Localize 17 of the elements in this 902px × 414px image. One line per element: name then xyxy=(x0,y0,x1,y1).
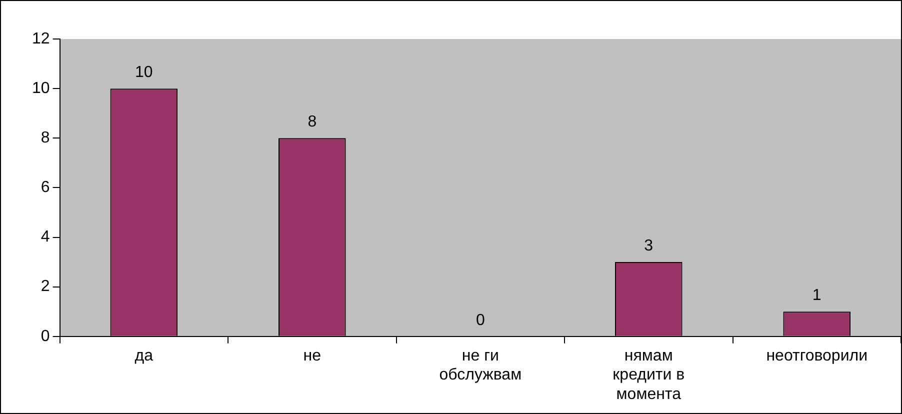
x-tick-label: да xyxy=(134,347,154,364)
y-tick-label: 8 xyxy=(40,130,50,147)
y-tick-label: 12 xyxy=(32,30,50,48)
y-tick-label: 10 xyxy=(32,80,50,97)
data-label: 3 xyxy=(644,237,654,254)
y-tick-label: 6 xyxy=(40,179,50,196)
y-tick-label: 2 xyxy=(40,278,50,296)
data-label: 1 xyxy=(812,287,822,304)
x-tick-label: не ги обслужвам xyxy=(439,347,522,384)
x-tick-label: неотговорили xyxy=(766,347,868,364)
data-label: 10 xyxy=(135,64,153,81)
data-label: 8 xyxy=(308,114,317,131)
x-tick-label: нямам кредити в момента xyxy=(612,347,685,403)
y-tick-label: 4 xyxy=(40,228,50,246)
x-tick-label: не xyxy=(303,347,322,364)
y-tick-label: 0 xyxy=(40,328,50,345)
data-label: 0 xyxy=(476,312,485,329)
